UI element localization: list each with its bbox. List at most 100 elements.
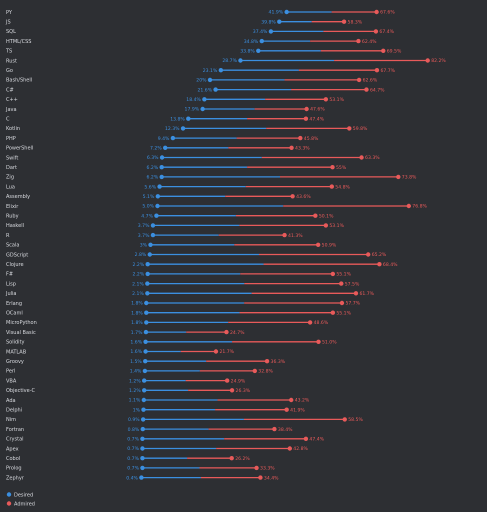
- desired-point: [259, 38, 264, 44]
- desired-point: [256, 48, 261, 53]
- chart-row: Java 17.9% 47.6%: [5, 107, 325, 113]
- category-label: Cobol: [6, 456, 20, 462]
- desired-value-label: 1.6%: [130, 340, 142, 346]
- category-label: MATLAB: [6, 349, 27, 355]
- desired-value-label: 1.8%: [131, 310, 143, 316]
- desired-value-label: 2.2%: [133, 262, 145, 268]
- admired-point: [282, 232, 287, 238]
- desired-point: [150, 232, 156, 238]
- admired-point: [315, 242, 321, 247]
- desired-point: [144, 310, 149, 315]
- chart-row: R 3.7% 41.3%: [6, 233, 303, 239]
- desired-point: [157, 184, 162, 189]
- chart-row: PHP 9.4% 45.8%: [6, 136, 319, 142]
- admired-value-label: 21.7%: [219, 349, 234, 355]
- category-label: Zephyr: [6, 475, 25, 481]
- admired-point: [323, 97, 329, 102]
- desired-value-label: 5.6%: [144, 184, 156, 190]
- chart-row: Zephyr 0.4% 34.4%: [6, 475, 279, 481]
- admired-value-label: 43.3%: [295, 146, 310, 152]
- desired-point: [218, 68, 224, 73]
- chart-row: TS 33.8% 69.5%: [5, 49, 402, 55]
- desired-value-label: 33.8%: [240, 49, 255, 55]
- category-label: PY: [6, 10, 13, 16]
- chart-row: Zig 6.2% 73.8%: [6, 175, 417, 181]
- admired-point: [303, 116, 309, 121]
- admired-point: [353, 291, 359, 296]
- desired-value-label: 1.1%: [129, 398, 141, 404]
- category-label: Java: [5, 107, 17, 113]
- desired-value-label: 20%: [196, 78, 207, 84]
- desired-point: [140, 465, 145, 471]
- desired-value-label: 4.7%: [141, 213, 153, 219]
- desired-value-label: 18.4%: [186, 97, 201, 103]
- admired-point: [377, 262, 382, 267]
- admired-value-label: 26.2%: [235, 456, 250, 462]
- desired-value-label: 34.8%: [244, 39, 259, 45]
- admired-point: [224, 378, 230, 383]
- chart-row: Visual Basic 1.7% 24.7%: [6, 330, 245, 336]
- desired-point: [159, 165, 164, 170]
- desired-point: [277, 19, 282, 24]
- desired-point: [148, 242, 153, 247]
- chart-row: MicroPython 1.8% 48.6%: [6, 320, 329, 326]
- admired-value-label: 54.8%: [335, 184, 350, 190]
- admired-point: [330, 165, 335, 170]
- chart-row: C++ 18.4% 53.1%: [6, 97, 345, 103]
- desired-value-label: 3.7%: [138, 223, 150, 229]
- desired-value-label: 6.3%: [147, 155, 159, 161]
- desired-point: [159, 155, 165, 160]
- category-label: Perl: [6, 369, 15, 375]
- desired-point: [142, 378, 147, 383]
- admired-value-label: 57.5%: [345, 281, 360, 287]
- desired-value-label: 0.7%: [127, 456, 139, 462]
- chart-row: PowerShell 7.2% 43.3%: [6, 146, 310, 152]
- chart-row: Erlang 1.8% 57.7%: [6, 301, 361, 307]
- admired-point: [290, 194, 295, 199]
- category-label: Crystal: [6, 437, 24, 443]
- admired-value-label: 62.6%: [363, 78, 378, 84]
- desired-value-label: 5.0%: [142, 204, 154, 210]
- desired-value-label: 1.8%: [131, 320, 143, 326]
- desired-value-label: 28.7%: [222, 58, 237, 64]
- admired-value-label: 24.9%: [231, 378, 246, 384]
- desired-point: [139, 475, 144, 480]
- desired-point: [144, 300, 149, 306]
- desired-point: [140, 456, 145, 461]
- category-label: VBA: [6, 378, 17, 384]
- desired-point: [213, 87, 218, 92]
- admired-value-label: 62.4%: [362, 39, 377, 45]
- admired-point: [425, 58, 430, 63]
- chart-row: C# 21.6% 64.7%: [6, 87, 385, 93]
- admired-point: [272, 426, 277, 432]
- category-label: HTML/CSS: [6, 39, 31, 45]
- admired-point: [316, 339, 321, 344]
- category-label: F#: [6, 272, 13, 278]
- chart-row: Go 23.1% 67.7%: [6, 68, 396, 74]
- admired-value-label: 55%: [336, 165, 347, 171]
- category-label: Lua: [6, 184, 15, 190]
- category-label: C++: [6, 97, 18, 103]
- desired-value-label: 2.1%: [132, 291, 144, 297]
- admired-point: [287, 446, 292, 451]
- chart-row: Assembly 5.1% 43.6%: [6, 194, 311, 200]
- desired-value-label: 3.7%: [138, 233, 150, 239]
- admired-point: [303, 436, 309, 441]
- chart-row: Haskell 3.7% 53.1%: [6, 223, 345, 229]
- desired-value-label: 0.7%: [127, 446, 139, 452]
- chart-row: Ada 1.1% 43.2%: [6, 398, 310, 404]
- admired-point: [330, 271, 336, 277]
- admired-value-label: 65.2%: [372, 252, 387, 258]
- admired-point: [374, 9, 379, 15]
- legend-admired-marker: [6, 501, 12, 506]
- category-label: Scala: [6, 243, 19, 249]
- legend-admired-label: Admired: [14, 501, 35, 507]
- category-label: PowerShell: [6, 146, 33, 152]
- category-label: Bash/Shell: [6, 78, 32, 84]
- chart-row: Swift 6.3% 63.3%: [6, 155, 380, 161]
- admired-point: [264, 359, 270, 364]
- desired-point: [159, 174, 164, 180]
- desired-value-label: 23.1%: [203, 68, 218, 74]
- desired-value-label: 1.4%: [130, 369, 142, 375]
